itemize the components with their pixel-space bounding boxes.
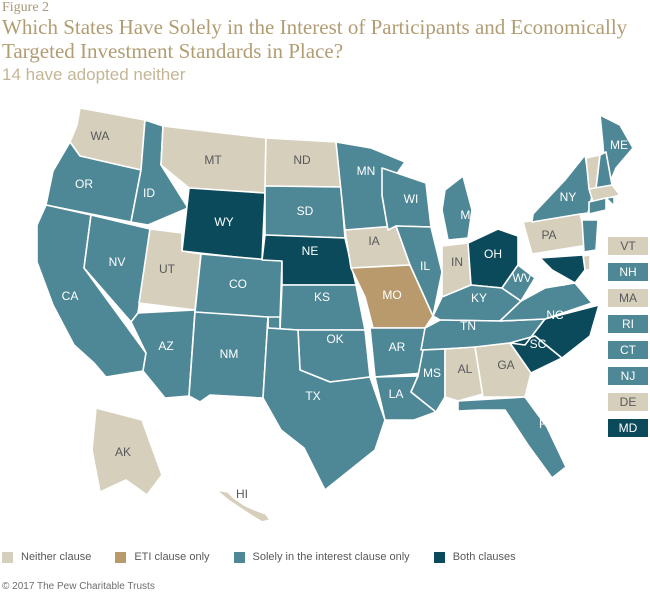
callout-box-md (608, 419, 648, 437)
state-nc (509, 304, 600, 359)
legend-label-solely: Solely in the interest clause only (252, 551, 410, 563)
state-al (444, 346, 484, 402)
state-label-pa: PA (541, 228, 556, 242)
copyright: © 2017 The Pew Charitable Trusts (2, 581, 155, 592)
state-ri (605, 196, 615, 207)
state-label-me: ME (610, 138, 628, 152)
callout-box-nj (608, 367, 648, 385)
state-ga (474, 342, 532, 398)
legend-neither: Neither clause (2, 551, 91, 563)
legend-swatch-eti (115, 551, 127, 563)
state-label-ks: KS (314, 290, 330, 304)
legend-label-both: Both clauses (452, 551, 516, 563)
callout-leader-ct (598, 206, 608, 350)
state-label-in: IN (451, 255, 463, 269)
legend-eti: ETI clause only (115, 551, 210, 563)
state-ma (588, 184, 621, 203)
us-map: VT NH MA RI CT NJ DE MD WA OR CA NV ID MT WY UT AZ CO NM N… (36, 107, 648, 523)
state-label-wa: WA (91, 129, 110, 143)
state-label-ar: AR (389, 340, 406, 354)
callout-label-nj: NJ (621, 369, 636, 383)
legend-both: Both clauses (433, 551, 516, 563)
state-md (539, 254, 586, 284)
callout-box-de (608, 393, 648, 411)
state-tx (262, 316, 386, 491)
state-label-al: AL (458, 362, 473, 376)
state-label-ut: UT (159, 262, 176, 276)
callout-box-ct (608, 341, 648, 359)
legend-label-eti: ETI clause only (134, 551, 210, 563)
state-label-il: IL (420, 259, 430, 273)
figure-label: Figure 2 (2, 0, 50, 15)
state-label-mn: MN (357, 164, 376, 178)
state-ny (531, 154, 593, 223)
state-label-sd: SD (297, 204, 314, 218)
state-label-ga: GA (497, 358, 514, 372)
state-label-hi: HI (236, 487, 248, 501)
state-label-or: OR (75, 177, 93, 191)
state-label-mi: MI (460, 208, 473, 222)
state-label-nd: ND (293, 153, 311, 167)
state-wv (501, 264, 536, 302)
state-hi (215, 489, 271, 523)
state-label-az: AZ (158, 339, 173, 353)
callout-label-md: MD (619, 421, 638, 435)
callout-box-ma (608, 289, 648, 307)
states-layer (36, 107, 634, 523)
small-state-callouts: VT NH MA RI CT NJ DE MD (580, 206, 648, 437)
map-subtitle: 14 have adopted neither (2, 65, 186, 84)
state-label-id: ID (143, 186, 155, 200)
state-ct (588, 197, 607, 215)
state-label-co: CO (229, 277, 247, 291)
state-label-va: VA (549, 275, 564, 289)
state-nj (581, 219, 599, 253)
state-mi (441, 175, 473, 241)
callout-label-ct: CT (620, 343, 637, 357)
state-label-nv: NV (109, 255, 126, 269)
state-label-tx: TX (305, 389, 320, 403)
callout-leader-md (580, 268, 608, 428)
state-label-oh: OH (484, 247, 502, 261)
state-label-fl: FL (539, 417, 553, 431)
legend-swatch-solely (233, 551, 245, 563)
state-label-wv: WV (512, 271, 531, 285)
state-label-la: LA (389, 387, 404, 401)
legend: Neither clause ETI clause only Solely in… (2, 549, 540, 565)
legend-swatch-neither (2, 551, 13, 563)
state-label-ky: KY (471, 291, 487, 305)
state-label-mt: MT (204, 153, 222, 167)
callout-label-ma: MA (619, 291, 637, 305)
callout-box-ri (608, 315, 648, 333)
state-label-sc: SC (530, 337, 547, 351)
callout-label-ri: RI (622, 317, 634, 331)
state-labels: WA OR CA NV ID MT WY UT AZ CO NM ND SD NE KS OK TX MN IA MO… (62, 129, 628, 501)
state-label-ak: AK (115, 445, 131, 459)
callout-label-de: DE (620, 395, 637, 409)
state-label-nc: NC (546, 308, 564, 322)
map-title: Which States Have Solely in the Interest… (2, 15, 628, 63)
callout-label-nh: NH (619, 265, 636, 279)
state-label-nm: NM (220, 347, 239, 361)
legend-swatch-both (433, 551, 445, 563)
legend-solely: Solely in the interest clause only (233, 551, 410, 563)
state-label-ny: NY (560, 190, 577, 204)
state-label-ia: IA (368, 234, 379, 248)
state-label-wy: WY (214, 215, 233, 229)
callout-label-vt: VT (620, 239, 636, 253)
state-label-ms: MS (423, 366, 441, 380)
state-label-ok: OK (326, 332, 343, 346)
legend-label-neither: Neither clause (21, 551, 92, 563)
state-label-mo: MO (382, 288, 401, 302)
callout-box-nh (608, 263, 648, 281)
state-label-tn: TN (460, 319, 476, 333)
state-fl (457, 396, 567, 479)
state-il (395, 225, 443, 317)
callout-box-vt (608, 237, 648, 255)
state-label-ne: NE (302, 244, 319, 258)
state-label-ca: CA (62, 289, 79, 303)
state-label-wi: WI (404, 192, 419, 206)
state-ak (91, 407, 163, 496)
